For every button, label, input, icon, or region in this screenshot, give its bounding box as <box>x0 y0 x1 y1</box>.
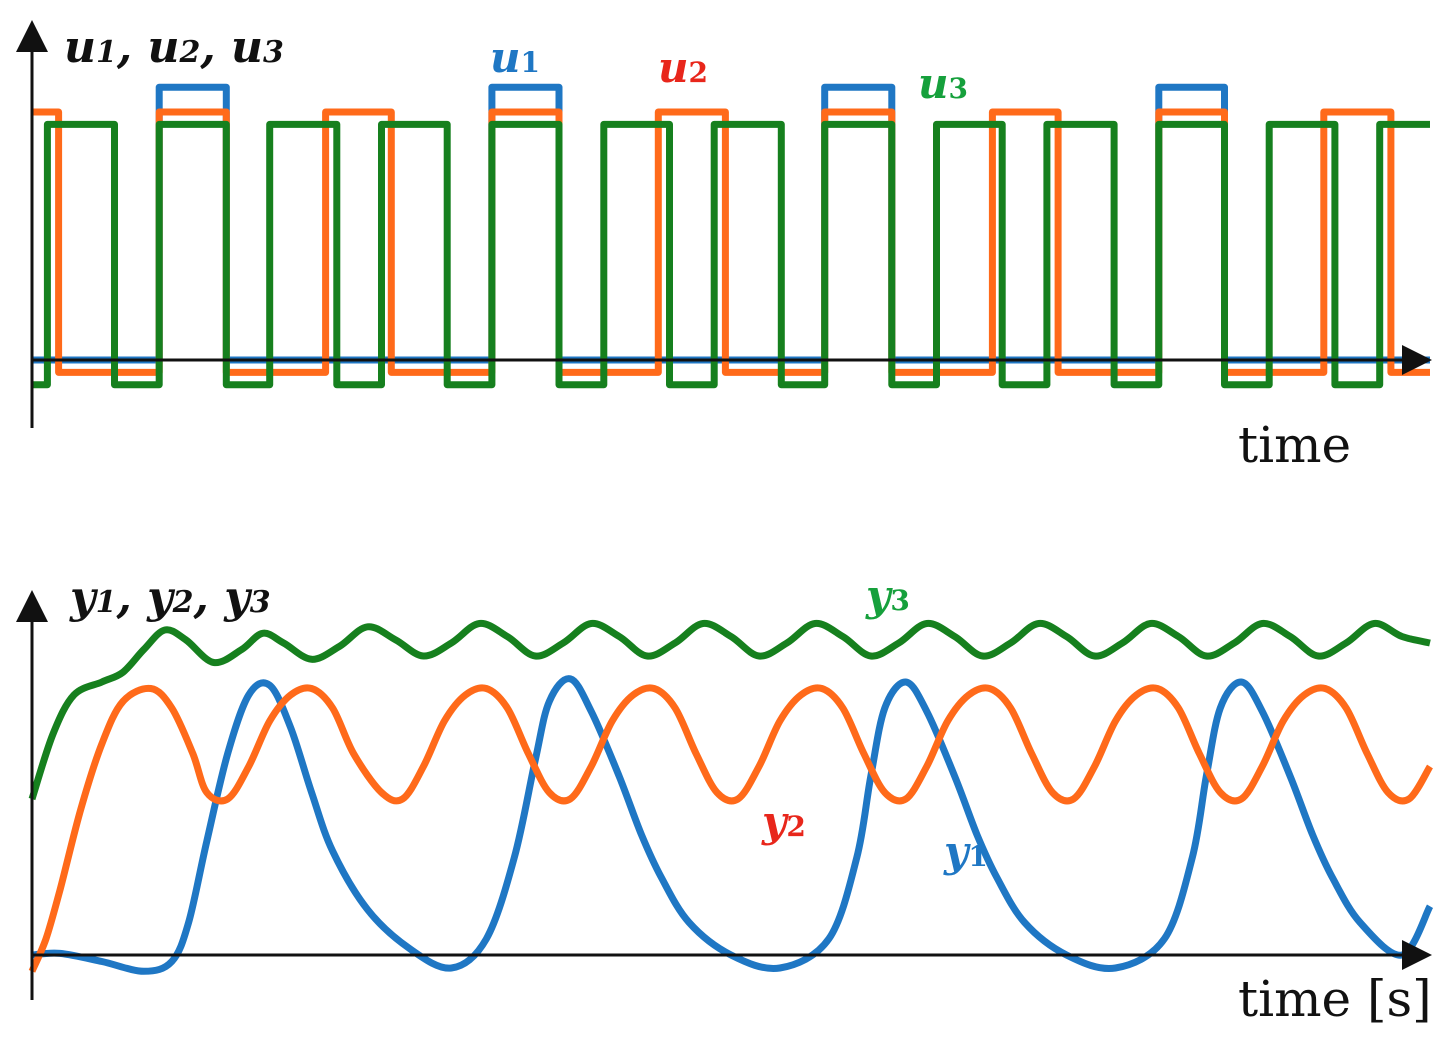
series-label-subscript: 1 <box>968 840 987 873</box>
series-line-u3 <box>32 120 1430 389</box>
output-title-y3: y <box>223 572 253 623</box>
input-title-u1: u <box>64 22 96 73</box>
series-line-u2 <box>32 108 1430 376</box>
output-title-subscript: 3 <box>250 585 271 620</box>
series-label-base: u <box>490 33 521 82</box>
series-label-base: u <box>918 59 949 108</box>
x-axis-arrow-icon <box>1402 345 1432 375</box>
series-label-subscript: 2 <box>689 56 708 89</box>
x-axis-arrow-icon <box>1402 940 1432 970</box>
series-label-subscript: 3 <box>890 584 909 617</box>
input-title-separator: , <box>116 22 148 73</box>
input-title-subscript: 1 <box>96 35 117 70</box>
series-label-subscript: 2 <box>786 810 805 843</box>
input-signals-panel: u1, u2, u3 time u1 u2 u3 <box>16 20 1432 474</box>
output-signals-lines <box>28 619 1434 975</box>
series-line-y2 <box>28 684 1434 973</box>
input-signals-series-labels: u1 u2 u3 <box>490 33 968 108</box>
input-signals-lines <box>32 83 1430 389</box>
y-axis-arrow-icon <box>16 20 48 52</box>
output-title-y2: y <box>146 572 176 623</box>
output-title-subscript: 1 <box>96 585 117 620</box>
input-signals-x-axis-label: time <box>1238 416 1351 474</box>
output-title-subscript: 2 <box>172 585 194 620</box>
series-label-base: y <box>761 797 789 846</box>
input-signals-axes <box>16 20 1432 428</box>
series-label-base: y <box>943 827 971 876</box>
input-title-u2: u <box>148 22 180 73</box>
output-signals-y-axis-label: y1, y2, y3 <box>69 572 271 623</box>
series-label-y2: y2 <box>761 797 806 846</box>
series-label-base: u <box>658 43 689 92</box>
output-title-y1: y <box>69 572 99 623</box>
output-signals-x-axis-label: time [s] <box>1238 970 1432 1028</box>
series-label-base: y <box>865 571 893 620</box>
output-title-separator: , <box>193 572 225 623</box>
series-label-subscript: 3 <box>949 72 968 105</box>
series-line-y1 <box>31 675 1434 975</box>
series-label-u2: u2 <box>658 43 708 92</box>
series-line-y3 <box>28 619 1431 801</box>
series-label-y1: y1 <box>943 827 988 876</box>
series-label-subscript: 1 <box>521 46 540 79</box>
series-label-u1: u1 <box>490 33 540 82</box>
y-axis-arrow-icon <box>16 590 48 622</box>
input-title-subscript: 3 <box>263 35 284 70</box>
input-title-subscript: 2 <box>179 35 201 70</box>
series-label-u3: u3 <box>918 59 968 108</box>
output-signals-axes <box>16 590 1432 1000</box>
output-title-separator: , <box>115 572 147 623</box>
input-signals-y-axis-label: u1, u2, u3 <box>64 22 284 73</box>
input-title-separator: , <box>199 22 231 73</box>
input-title-u3: u <box>231 22 263 73</box>
series-line-u1 <box>32 83 1430 364</box>
series-label-y3: y3 <box>865 571 910 620</box>
